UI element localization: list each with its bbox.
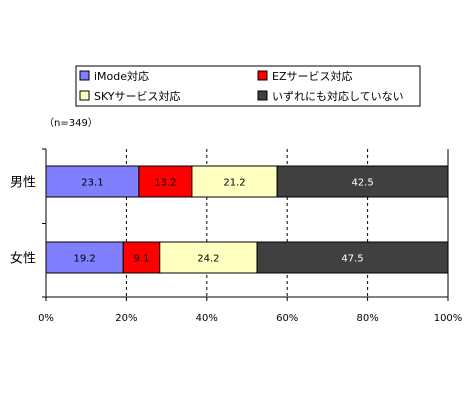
sample-size-note: （n=349）: [44, 117, 98, 129]
legend-label: iMode対応: [94, 69, 149, 83]
legend-swatch: [79, 70, 90, 81]
legend-swatch: [257, 90, 268, 101]
x-tick-label: 60%: [276, 313, 298, 324]
x-tick-label: 100%: [434, 313, 463, 324]
x-axis-ticks: 0% 20% 40% 60% 80% 100%: [38, 148, 463, 324]
data-label: 19.2: [73, 254, 95, 265]
legend-swatch: [257, 70, 268, 81]
bar-segment: [138, 165, 193, 198]
bar-segment: [276, 165, 449, 198]
data-label: 47.5: [341, 254, 363, 265]
x-tick-label: 80%: [356, 313, 378, 324]
legend-label: いずれにも対応していない: [272, 89, 404, 103]
legend-label: SKYサービス対応: [94, 89, 181, 103]
category-label: 女性: [10, 251, 36, 267]
data-label: 23.1: [81, 178, 103, 189]
category-label: 男性: [10, 176, 36, 191]
x-tick-label: 40%: [196, 313, 218, 324]
data-label: 42.5: [351, 178, 373, 189]
x-tick-label: 20%: [115, 313, 137, 324]
legend: iMode対応 EZサービス対応 SKYサービス対応 いずれにも対応していない: [75, 65, 421, 107]
data-label: 21.2: [223, 178, 245, 189]
legend-swatch: [79, 90, 90, 101]
bar-segment: [256, 241, 449, 274]
bar-segment: [159, 241, 258, 274]
legend-box: [75, 65, 421, 107]
data-label: 13.2: [154, 178, 176, 189]
data-label: 9.1: [134, 254, 150, 265]
legend-label: EZサービス対応: [272, 69, 353, 83]
bars: 23.1 13.2 21.2 42.5 19.2 9.1 24.2 47.5: [45, 165, 449, 274]
data-label: 24.2: [197, 254, 219, 265]
bar-segment: [122, 241, 161, 274]
x-tick-label: 0%: [38, 313, 54, 324]
